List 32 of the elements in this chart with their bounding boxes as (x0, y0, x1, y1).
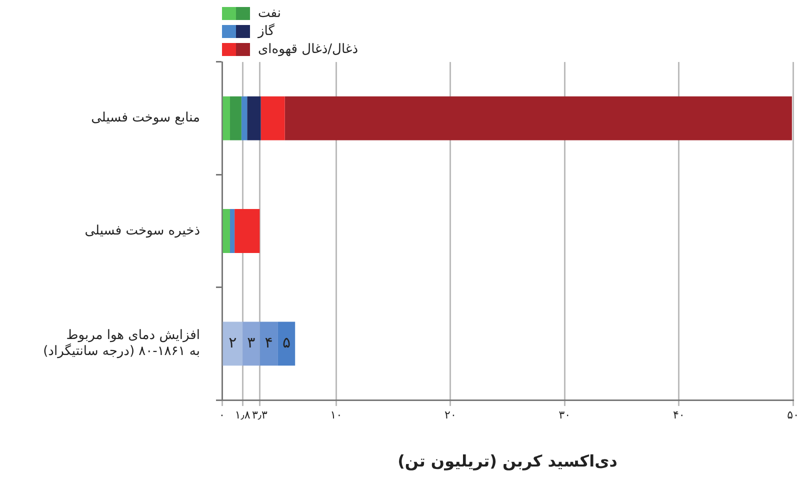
bar (278, 322, 296, 366)
annotation: ۲ (228, 334, 237, 352)
x-tick-label: ۱۰ (330, 408, 342, 422)
legend-label: نفت (258, 6, 281, 20)
annotation: ۳ (247, 334, 256, 352)
x-tick-label: ۵۰ (787, 408, 800, 422)
x-tick-label: ۱٫۸ (234, 408, 250, 422)
y-tick-label: افزایش دمای هوا مربوط به ۱۸۶۱-۸۰ (درجه سانتیگراد) (43, 328, 200, 359)
y-tick-label: ذخیره سوخت فسیلی (84, 223, 200, 238)
x-axis-title: دی‌اکسید کربن (تریلیون تن) (398, 452, 618, 471)
bar (230, 96, 242, 140)
x-tick-label: ۳۰ (558, 408, 571, 422)
bar (222, 209, 230, 253)
x-tick-label: ۰ (219, 408, 225, 422)
y-tick-label: منابع سوخت فسیلی (91, 110, 200, 126)
x-tick-label: ۳٫۳ (252, 408, 268, 422)
bar (222, 322, 243, 366)
x-tick-label: ۴۰ (672, 408, 685, 422)
bar (222, 96, 230, 140)
x-tick-label: ۲۰ (444, 408, 456, 422)
annotation: ۵ (282, 334, 291, 352)
annotation: ۴ (264, 334, 273, 352)
bar (260, 96, 285, 140)
bar (260, 322, 278, 366)
legend-label: گاز (258, 24, 274, 38)
bar (230, 209, 235, 253)
bar (241, 96, 248, 140)
legend-label: ذغال/ذغال قهوه‌ای (258, 42, 358, 56)
bar (242, 322, 260, 366)
bar (284, 96, 792, 140)
bar (234, 209, 260, 253)
bar (247, 96, 261, 140)
